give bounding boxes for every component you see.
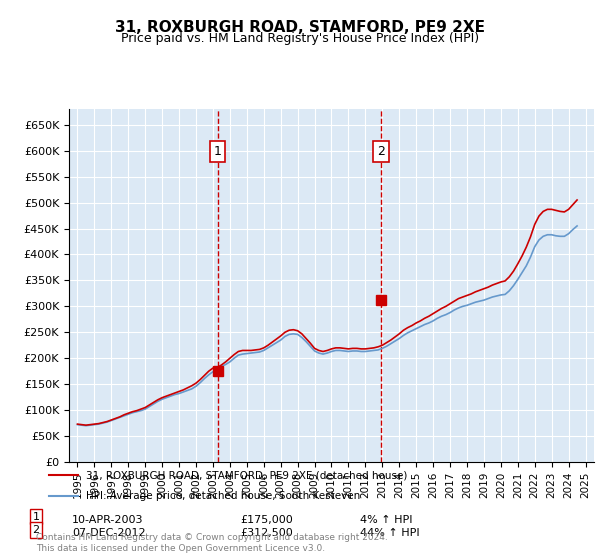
Text: Price paid vs. HM Land Registry's House Price Index (HPI): Price paid vs. HM Land Registry's House … xyxy=(121,32,479,45)
Bar xyxy=(218,109,381,462)
Text: 2: 2 xyxy=(32,525,40,535)
Text: 44% ↑ HPI: 44% ↑ HPI xyxy=(360,528,419,538)
Text: 1: 1 xyxy=(214,145,221,158)
Text: 07-DEC-2012: 07-DEC-2012 xyxy=(72,528,146,538)
Text: 31, ROXBURGH ROAD, STAMFORD, PE9 2XE: 31, ROXBURGH ROAD, STAMFORD, PE9 2XE xyxy=(115,20,485,35)
Text: 10-APR-2003: 10-APR-2003 xyxy=(72,515,143,525)
Text: 31, ROXBURGH ROAD, STAMFORD, PE9 2XE (detached house): 31, ROXBURGH ROAD, STAMFORD, PE9 2XE (de… xyxy=(86,470,408,480)
Text: Contains HM Land Registry data © Crown copyright and database right 2024.
This d: Contains HM Land Registry data © Crown c… xyxy=(36,533,388,553)
Text: £175,000: £175,000 xyxy=(240,515,293,525)
Text: 1: 1 xyxy=(32,512,40,522)
Text: HPI: Average price, detached house, South Kesteven: HPI: Average price, detached house, Sout… xyxy=(86,491,361,501)
Text: 2: 2 xyxy=(377,145,385,158)
Text: 4% ↑ HPI: 4% ↑ HPI xyxy=(360,515,413,525)
Text: £312,500: £312,500 xyxy=(240,528,293,538)
